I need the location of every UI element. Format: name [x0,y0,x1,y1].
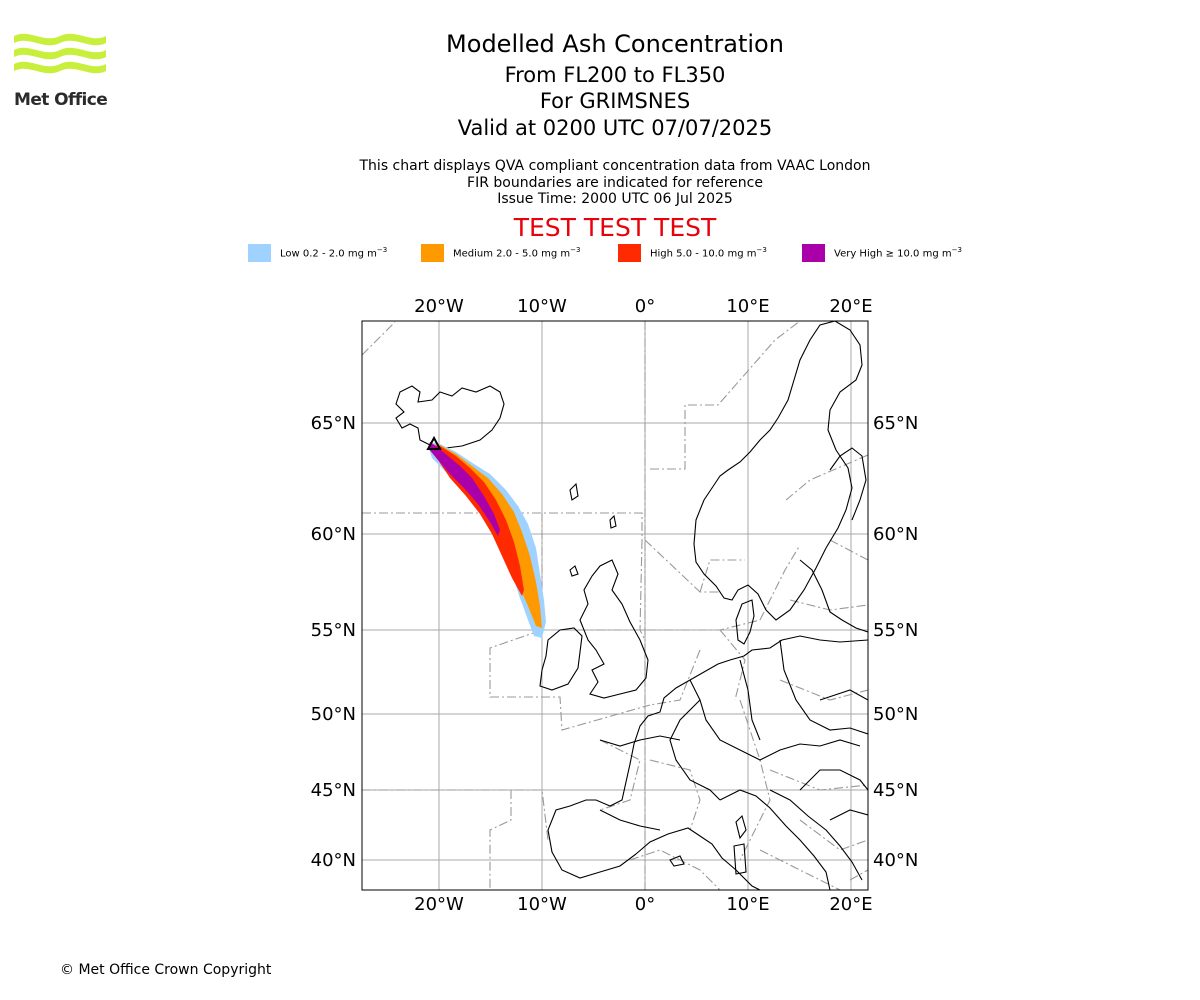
chart-title: Modelled Ash Concentration [446,30,784,58]
lon-labels-top: 20°W 10°W 0° 10°E 20°E [414,296,872,317]
legend-label-low: Low 0.2 - 2.0 mg m−3 [280,246,388,260]
logo-waves-icon [14,33,106,74]
lon-label-10e-bottom: 10°E [726,894,769,915]
lat-label-65n-right: 65°N [873,413,918,434]
lon-label-10w-bottom: 10°W [517,894,567,915]
lat-label-60n-left: 60°N [311,524,356,545]
lon-label-10e-top: 10°E [726,296,769,317]
map-gridlines [362,321,868,890]
lon-label-20w-top: 20°W [414,296,464,317]
legend-label-very-high: Very High ≥ 10.0 mg m−3 [834,246,962,260]
lon-label-0-top: 0° [635,296,655,317]
lat-label-65n-left: 65°N [311,413,356,434]
ash-high-zone [432,446,524,596]
lat-labels-left: 65°N 60°N 55°N 50°N 45°N 40°N [311,413,356,871]
lat-label-45n-right: 45°N [873,780,918,801]
lat-label-55n-right: 55°N [873,620,918,641]
lon-label-10w-top: 10°W [517,296,567,317]
legend-item-very-high: Very High ≥ 10.0 mg m−3 [802,244,962,262]
map-frame [361,320,869,891]
lon-label-20w-bottom: 20°W [414,894,464,915]
legend-label-high: High 5.0 - 10.0 mg m−3 [650,246,767,260]
legend-item-high: High 5.0 - 10.0 mg m−3 [618,244,767,262]
lat-label-45n-left: 45°N [311,780,356,801]
lat-labels-right: 65°N 60°N 55°N 50°N 45°N 40°N [873,413,918,871]
lon-label-0-bottom: 0° [635,894,655,915]
info-line-qva: This chart displays QVA compliant concen… [359,158,871,174]
volcano-triangle-icon [426,435,442,450]
lat-label-50n-left: 50°N [311,704,356,725]
legend-label-medium: Medium 2.0 - 5.0 mg m−3 [453,246,581,260]
lon-labels-bottom: 20°W 10°W 0° 10°E 20°E [414,894,872,915]
ash-very-high-zone [428,442,500,536]
legend-item-low: Low 0.2 - 2.0 mg m−3 [248,244,387,262]
legend-item-medium: Medium 2.0 - 5.0 mg m−3 [421,244,580,262]
info-line-fir: FIR boundaries are indicated for referen… [467,174,763,191]
met-office-logo: Met Office [14,30,108,114]
coastlines [395,321,868,890]
lon-label-20e-top: 20°E [829,296,872,317]
lat-label-40n-right: 40°N [873,850,918,871]
legend-swatch-very-high [802,244,825,262]
volcano-name: For GRIMSNES [539,89,691,113]
fir-boundaries [362,321,868,890]
valid-time: Valid at 0200 UTC 07/07/2025 [457,116,773,140]
ash-plume [428,442,546,638]
issue-time: Issue Time: 2000 UTC 06 Jul 2025 [497,191,733,207]
lat-label-40n-left: 40°N [311,850,356,871]
lon-label-20e-bottom: 20°E [829,894,872,915]
copyright-notice: © Met Office Crown Copyright [60,962,272,978]
logo-text: Met Office [14,90,108,110]
flight-level-range: From FL200 to FL350 [504,63,726,87]
lat-label-60n-right: 60°N [873,524,918,545]
legend-swatch-medium [421,244,444,262]
chart-info: This chart displays QVA compliant concen… [265,158,965,208]
lat-label-55n-left: 55°N [311,620,356,641]
lat-label-50n-right: 50°N [873,704,918,725]
legend-swatch-high [618,244,641,262]
test-banner: TEST TEST TEST [513,213,717,242]
concentration-legend: Low 0.2 - 2.0 mg m−3 Medium 2.0 - 5.0 mg… [0,244,1200,264]
legend-swatch-low [248,244,271,262]
